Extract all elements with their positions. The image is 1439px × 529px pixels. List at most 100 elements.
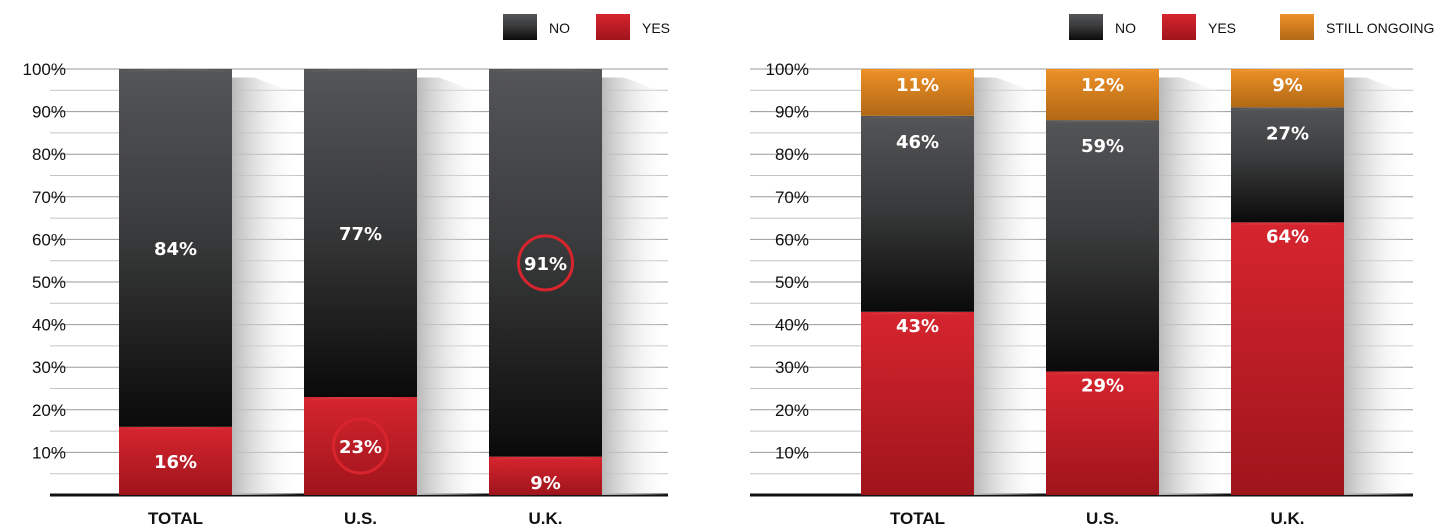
bar-cap (304, 396, 417, 401)
legend-label-no: NO (549, 20, 570, 36)
bar-segment-still-ongoing-total (861, 69, 974, 116)
y-tick-label: 10% (32, 443, 66, 462)
legend-swatch-still-ongoing (1280, 14, 1314, 40)
bar-shadow (417, 77, 485, 496)
highlight-circle (517, 234, 574, 292)
value-label-no-u-k: 91% (524, 254, 567, 275)
bar-segment-yes-u-s (1046, 371, 1159, 495)
value-label-no-total: 46% (896, 132, 939, 153)
bar-segment-no-u-s (304, 69, 417, 398)
bar-segment-no-u-s (1046, 120, 1159, 372)
value-label-yes-u-k: 64% (1266, 226, 1309, 247)
value-label-no-total: 84% (154, 239, 197, 260)
y-tick-label: 20% (32, 401, 66, 420)
legend-swatch-no (503, 14, 537, 40)
bar-shadow (1159, 77, 1227, 496)
value-label-yes-u-s: 29% (1081, 375, 1124, 396)
highlight-circle (332, 417, 389, 475)
category-label: U.S. (344, 509, 377, 528)
bar-segment-no-u-k (1231, 107, 1344, 223)
y-tick-label: 30% (775, 358, 809, 377)
bar-shadow (974, 77, 1042, 496)
category-label: TOTAL (148, 509, 203, 528)
legend-label-still-ongoing: STILL ONGOING (1326, 20, 1434, 36)
y-tick-label: 80% (775, 145, 809, 164)
y-tick-label: 50% (32, 273, 66, 292)
bar-segment-still-ongoing-u-k (1231, 69, 1344, 108)
value-label-no-u-s: 77% (339, 224, 382, 245)
legend-label-no: NO (1115, 20, 1136, 36)
bar-cap (489, 68, 602, 72)
category-label: U.K. (529, 509, 563, 528)
bar-segment-still-ongoing-u-s (1046, 69, 1159, 121)
bar-segment-yes-total (119, 426, 232, 495)
bar-total (119, 68, 300, 496)
y-tick-label: 90% (775, 103, 809, 122)
bar-segment-yes-u-k (489, 456, 602, 495)
bar-cap (1231, 221, 1344, 226)
y-tick-label: 80% (32, 145, 66, 164)
bar-u-s (1046, 68, 1227, 496)
bar-u-k (489, 68, 670, 496)
bar-cap (1046, 68, 1159, 72)
y-tick-labels: 10% 20% 30% 40% 50% 60% 70% 80% 90% 100% (23, 60, 66, 462)
value-label-yes-u-k: 9% (530, 473, 561, 494)
bar-cap (1046, 119, 1159, 124)
bar-cap (1046, 370, 1159, 375)
bar-segment-no-total (861, 115, 974, 312)
bar-cap (119, 426, 232, 430)
y-tick-label: 40% (32, 316, 66, 335)
legend-swatch-yes (596, 14, 630, 40)
bar-cap (861, 311, 974, 315)
value-label-no-u-s: 59% (1081, 136, 1124, 157)
bar-cap (861, 115, 974, 119)
bar-u-k (1231, 68, 1412, 496)
y-tick-label: 100% (23, 60, 66, 79)
legend-label-yes: YES (1208, 20, 1236, 36)
bar-cap (861, 68, 974, 72)
category-label: TOTAL (890, 509, 945, 528)
bar-shadow (232, 77, 300, 496)
bar-segment-yes-total (861, 311, 974, 495)
bar-cap (1231, 68, 1344, 72)
legend: NO YES (503, 14, 670, 40)
y-tick-labels: 10% 20% 30% 40% 50% 60% 70% 80% 90% 100% (766, 60, 809, 462)
value-label-no-u-k: 27% (1266, 123, 1309, 144)
y-tick-label: 20% (775, 401, 809, 420)
category-label: U.K. (1271, 509, 1305, 528)
value-label-yes-total: 43% (896, 316, 939, 337)
legend-label-yes: YES (642, 20, 670, 36)
y-tick-label: 90% (32, 103, 66, 122)
y-tick-label: 60% (775, 230, 809, 249)
category-label: U.S. (1086, 509, 1119, 528)
bar-cap (304, 68, 417, 72)
value-label-still-ongoing-total: 11% (896, 75, 939, 96)
bar-cap (119, 68, 232, 72)
y-tick-label: 30% (32, 358, 66, 377)
y-tick-label: 10% (775, 443, 809, 462)
bar-shadow (1344, 77, 1412, 496)
chart-right: 10% 20% 30% 40% 50% 60% 70% 80% 90% 100% 43% 46% 11%… (750, 14, 1434, 528)
value-label-still-ongoing-u-k: 9% (1272, 75, 1303, 96)
bar-u-s (304, 68, 485, 496)
legend-swatch-no (1069, 14, 1103, 40)
bar-segment-no-total (119, 69, 232, 427)
y-tick-label: 50% (775, 273, 809, 292)
value-label-yes-total: 16% (154, 452, 197, 473)
bar-total (861, 68, 1042, 496)
bar-cap (1231, 106, 1344, 111)
chart-left: 10% 20% 30% 40% 50% 60% 70% 80% 90% 100% 16% 84% 23%… (23, 14, 670, 528)
bar-cap (489, 456, 602, 460)
legend-swatch-yes (1162, 14, 1196, 40)
bar-segment-yes-u-k (1231, 222, 1344, 496)
legend: NO YES STILL ONGOING (1069, 14, 1434, 40)
y-tick-label: 60% (32, 230, 66, 249)
bar-segment-yes-u-s (304, 397, 417, 495)
y-tick-label: 70% (32, 188, 66, 207)
y-tick-label: 40% (775, 316, 809, 335)
bar-segment-no-u-k (489, 69, 602, 457)
y-tick-label: 70% (775, 188, 809, 207)
bar-shadow (602, 77, 670, 496)
value-label-still-ongoing-u-s: 12% (1081, 75, 1124, 96)
